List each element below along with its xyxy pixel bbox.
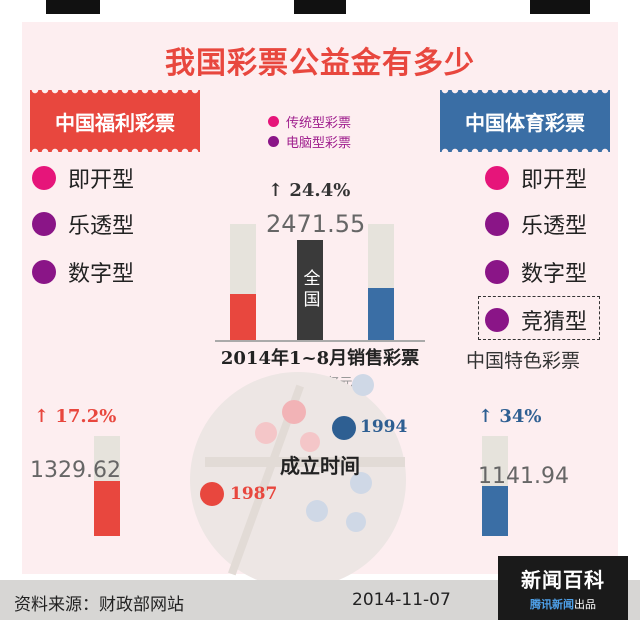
category-dot — [32, 260, 56, 284]
ball-decor — [352, 374, 374, 396]
national-label: 全国 — [299, 269, 320, 311]
page-title: 我国彩票公益金有多少 — [165, 46, 475, 81]
establish-title: 成立时间 — [280, 454, 360, 478]
up-arrow-icon: ↑ — [34, 406, 50, 427]
top-decor-tab — [294, 0, 346, 14]
brand-title: 新闻百科 — [521, 568, 605, 592]
category-dot — [485, 260, 509, 284]
sports-ticket-header: 中国体育彩票 — [440, 90, 610, 152]
legend-label: 传统型彩票 — [286, 116, 352, 131]
ball-decor — [255, 422, 277, 444]
welfare-founded: 1987 — [230, 484, 278, 504]
brand-subtitle: 腾讯新闻出品 — [530, 596, 596, 612]
up-arrow-icon: ↑ — [268, 180, 284, 201]
welfare-name: 中国福利彩票 — [55, 110, 175, 135]
welfare-sales-fill — [230, 293, 256, 340]
category-dot — [32, 212, 56, 236]
legend-dot — [268, 136, 279, 147]
sports-category: 即开型 — [485, 162, 587, 194]
special-lottery-label: 中国特色彩票 — [466, 350, 581, 372]
national-growth-value: 24.4% — [289, 180, 351, 201]
welfare-ticket-header: 中国福利彩票 — [30, 90, 200, 152]
legend-dot — [268, 116, 279, 127]
baseline-divider — [215, 340, 425, 342]
brand-rest: 出品 — [574, 598, 596, 611]
sales-title: 2014年1~8月销售彩票 — [220, 348, 420, 369]
sports-founded: 1994 — [360, 417, 408, 437]
sports-sales-fill — [368, 287, 394, 340]
ball-decor — [282, 400, 306, 424]
legend-item-computer: 电脑型彩票 — [268, 132, 351, 151]
national-bar: 全国 — [297, 240, 323, 340]
national-amount: 2471.55 — [266, 210, 366, 238]
welfare-amount-fill — [94, 481, 120, 536]
national-growth: ↑ 24.4% — [268, 180, 350, 201]
welfare-growth: ↑ 17.2% — [34, 406, 116, 427]
ball-decor — [306, 500, 328, 522]
welfare-year-ball — [200, 482, 224, 506]
category-label: 数字型 — [68, 262, 135, 287]
sports-growth-value: 34% — [499, 406, 542, 427]
ball-decor — [300, 432, 320, 452]
category-dot — [485, 308, 509, 332]
category-dot — [485, 212, 509, 236]
welfare-sales-bar — [230, 224, 256, 340]
legend-label: 电脑型彩票 — [286, 136, 352, 151]
category-label: 即开型 — [68, 168, 135, 193]
welfare-amount: 1329.62 — [30, 458, 121, 483]
sports-amount: 1141.94 — [478, 464, 569, 489]
sports-growth: ↑ 34% — [478, 406, 542, 427]
welfare-category: 数字型 — [32, 256, 134, 288]
sports-category: 竞猜型 — [485, 304, 587, 336]
welfare-growth-value: 17.2% — [55, 406, 117, 427]
top-decor-tab — [530, 0, 590, 14]
special-lottery-box — [478, 296, 600, 340]
sports-amount-fill — [482, 486, 508, 536]
footer-date: 2014-11-07 — [352, 590, 451, 610]
category-label: 乐透型 — [521, 214, 588, 239]
category-label: 竞猜型 — [521, 310, 588, 335]
sports-sales-bar — [368, 224, 394, 340]
welfare-category: 即开型 — [32, 162, 134, 194]
sports-year-ball — [332, 416, 356, 440]
brand-highlight: 腾讯新闻 — [530, 598, 574, 611]
top-decor-tab — [46, 0, 100, 14]
sports-category: 乐透型 — [485, 208, 587, 240]
category-dot — [32, 166, 56, 190]
sports-name: 中国体育彩票 — [465, 110, 585, 135]
up-arrow-icon: ↑ — [478, 406, 494, 427]
sports-category: 数字型 — [485, 256, 587, 288]
category-dot — [485, 166, 509, 190]
ball-decor — [350, 472, 372, 494]
decor-line — [205, 457, 405, 467]
ball-decor — [346, 512, 366, 532]
category-label: 即开型 — [521, 168, 588, 193]
category-label: 乐透型 — [68, 214, 135, 239]
category-label: 数字型 — [521, 262, 588, 287]
brand-logo: 新闻百科 腾讯新闻出品 — [498, 556, 628, 620]
welfare-amount-bar — [94, 436, 120, 536]
welfare-category: 乐透型 — [32, 208, 134, 240]
footer-source: 资料来源：财政部网站 — [14, 595, 184, 615]
legend-item-traditional: 传统型彩票 — [268, 112, 351, 131]
sports-amount-bar — [482, 436, 508, 536]
